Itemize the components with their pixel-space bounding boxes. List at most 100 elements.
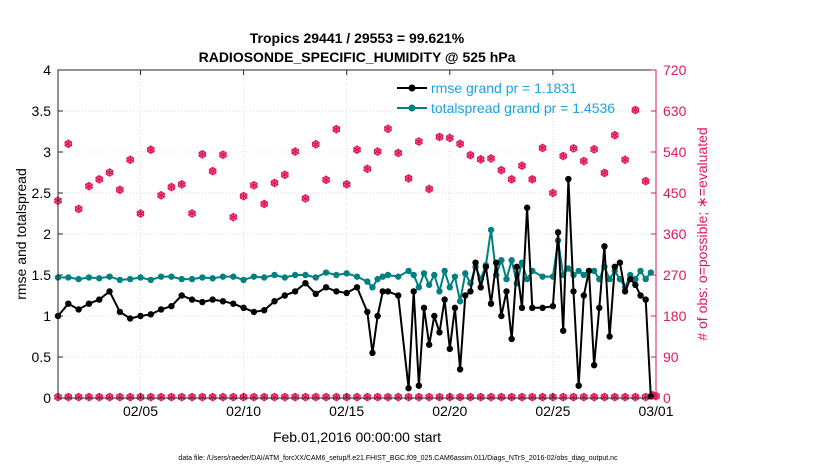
obs-evaluated-point: [157, 392, 166, 402]
rmse-point: [431, 312, 438, 320]
obs-evaluated-point: [260, 392, 269, 402]
totalspread-point: [250, 273, 258, 280]
rmse-point: [616, 259, 624, 266]
obs-possible-point: [95, 175, 104, 184]
obs-possible-point: [394, 148, 403, 158]
obs-evaluated-point: [497, 392, 506, 402]
obs-evaluated-point: [352, 392, 362, 402]
totalspread-point: [116, 276, 124, 284]
rmse-point: [261, 307, 268, 314]
legend-rmse-label: rmse grand pr = 1.1831: [431, 80, 577, 96]
rmse-point: [250, 308, 258, 316]
totalspread-point: [431, 271, 438, 279]
obs-possible-point: [115, 185, 124, 195]
totalspread-point: [405, 267, 412, 275]
totalspread-point: [374, 275, 381, 283]
rmse-point: [209, 296, 216, 303]
rmse-point: [322, 284, 330, 291]
obs-possible-point: [600, 168, 609, 178]
rmse-point: [410, 288, 417, 295]
y-tick-label-left: 0: [43, 390, 51, 406]
obs-possible-point: [621, 155, 630, 164]
rmse-point: [498, 312, 505, 320]
obs-possible-point: [466, 150, 475, 160]
obs-evaluated-point: [301, 392, 310, 402]
rmse-point: [529, 304, 536, 311]
rmse-point: [364, 308, 371, 316]
rmse-point: [523, 204, 531, 211]
obs-evaluated-point: [95, 392, 104, 402]
y-tick-label-left: 2: [43, 226, 51, 242]
rmse-point: [637, 292, 644, 299]
obs-evaluated-point: [84, 392, 93, 402]
legend-rmse-marker: [408, 84, 416, 92]
totalspread-point: [395, 273, 402, 280]
obs-possible-point: [456, 139, 465, 148]
rmse-point: [580, 292, 588, 299]
obs-evaluated-point: [476, 392, 485, 402]
totalspread-point: [302, 271, 309, 279]
rmse-point: [621, 288, 629, 295]
rmse-point: [405, 384, 412, 392]
obs-possible-point: [569, 144, 578, 153]
totalspread-point: [606, 275, 613, 283]
rmse-point: [436, 329, 443, 336]
totalspread-point: [96, 275, 103, 282]
rmse-point: [503, 288, 510, 295]
obs-possible-point: [445, 133, 454, 143]
rmse-point: [456, 366, 464, 373]
totalspread-point: [333, 271, 340, 279]
y-tick-label-left: 3: [43, 144, 51, 160]
totalspread-point: [379, 273, 386, 280]
y-axis-label-left: rmse and totalspread: [13, 168, 29, 300]
rmse-point: [472, 259, 479, 266]
rmse-point: [384, 288, 392, 295]
totalspread-point: [85, 274, 93, 281]
rmse-point: [549, 302, 557, 310]
rmse-point: [333, 288, 340, 295]
obs-possible-point: [74, 204, 83, 214]
obs-possible-point: [157, 191, 166, 200]
y-tick-label-left: 3.5: [32, 103, 52, 119]
rmse-point: [168, 302, 175, 310]
rmse-point: [632, 281, 639, 289]
totalspread-point: [637, 267, 644, 275]
obs-possible-point: [126, 155, 135, 164]
totalspread-point: [369, 284, 376, 291]
rmse-point: [441, 296, 448, 303]
obs-evaluated-point: [486, 392, 496, 402]
obs-possible-point: [177, 180, 186, 189]
rmse-point: [539, 304, 546, 311]
y-tick-label-right: 360: [663, 226, 687, 242]
obs-evaluated-point: [394, 392, 403, 402]
obs-possible-point: [610, 130, 619, 140]
obs-possible-point: [404, 174, 413, 183]
rmse-point: [126, 315, 134, 322]
obs-possible-point: [322, 175, 331, 184]
totalspread-point: [647, 269, 655, 276]
totalspread-point: [209, 275, 216, 282]
rmse-point: [369, 349, 376, 357]
y-tick-label-right: 450: [663, 185, 687, 201]
y-tick-label-left: 1: [43, 308, 51, 324]
rmse-point: [462, 292, 469, 299]
rmse-point: [157, 306, 165, 313]
totalspread-point: [106, 273, 113, 280]
totalspread-point: [410, 271, 417, 279]
obs-evaluated-point: [631, 392, 640, 402]
totalspread-point: [503, 275, 510, 283]
y-axis-label-right: # of obs: o=possible; ∗=evaluated: [694, 127, 710, 340]
obs-possible-point: [517, 161, 527, 170]
totalspread-point: [580, 271, 588, 279]
obs-evaluated-point: [528, 392, 537, 402]
rmse-point: [601, 243, 608, 250]
obs-possible-point: [311, 140, 320, 149]
obs-evaluated-point: [270, 392, 279, 402]
obs-possible-point: [486, 154, 496, 163]
obs-evaluated-point: [507, 392, 516, 402]
obs-possible-point: [136, 209, 145, 218]
totalspread-point: [462, 270, 469, 277]
obs-possible-point: [146, 145, 155, 154]
rmse-point: [188, 296, 196, 303]
rmse-point: [219, 298, 227, 305]
